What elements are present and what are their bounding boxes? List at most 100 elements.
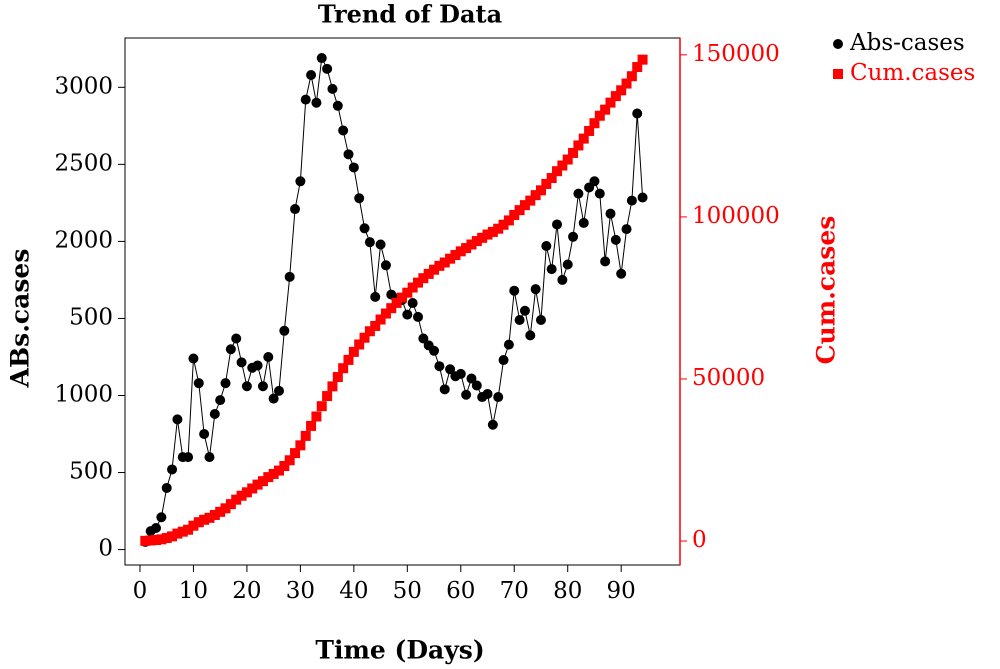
y-tick-label: 3000 [54,73,113,99]
dot-point [493,392,504,403]
dot-point [161,482,172,493]
square-point [161,533,172,544]
square-point [434,260,445,271]
square-point [594,110,605,121]
chart-title: Trend of Data [318,0,502,29]
square-point [637,54,648,65]
dot-point [343,149,354,160]
dot-point [209,408,220,419]
dot-point [284,271,295,282]
square-point [471,236,482,247]
square-point [375,314,386,325]
legend-label: Cum.cases [850,60,975,86]
square-point [418,273,429,284]
square-point [626,71,637,82]
dot-point [188,353,199,364]
y-axis-label: ABs.cases [6,249,35,389]
square-point [370,320,381,331]
dot-point [445,364,456,375]
dot-point [236,357,247,368]
dot-point [616,268,627,279]
square-point [359,332,370,343]
dot-point [268,393,279,404]
square-point [295,440,306,451]
dot-point [626,195,637,206]
square-point [519,200,530,211]
dot-point [413,311,424,322]
square-point [552,166,563,177]
square-point [578,133,589,144]
dot-point [204,452,215,463]
square-point [338,363,349,374]
square-point [145,535,156,546]
square-point [605,97,616,108]
dot-point [156,512,167,523]
y-tick-label: 1000 [54,381,113,407]
x-tick-label: 50 [393,578,422,604]
legend-marker [833,39,843,49]
square-point [487,226,498,237]
dot-point [215,395,226,406]
square-point [364,326,375,337]
square-point [610,91,621,102]
dot-point [370,291,381,302]
dot-point [172,414,183,425]
square-point [450,250,461,261]
square-point [316,401,327,412]
dot-point [199,429,210,440]
dot-point [514,314,525,325]
dot-point [562,259,573,270]
dot-point [503,339,514,350]
y-tick-label: 2000 [54,227,113,253]
square-point [343,354,354,365]
square-point [273,465,284,476]
square-point [546,173,557,184]
dot-point [279,325,290,336]
square-point [498,219,509,230]
dot-point [263,351,274,362]
square-point [306,420,317,431]
dot-point [637,192,648,203]
square-point [621,78,632,89]
square-point [241,487,252,498]
x-tick-label: 40 [339,578,368,604]
square-point [279,461,290,472]
dot-point [461,389,472,400]
dot-point [332,100,343,111]
square-point [632,62,643,73]
dot-point [605,208,616,219]
dot-point [231,333,242,344]
square-point [445,253,456,264]
dot-point [359,223,370,234]
dot-point [225,344,236,355]
dot-point [167,464,178,475]
square-point [493,223,504,234]
dot-point [402,309,413,320]
square-point [348,346,359,357]
dot-point [322,63,333,74]
square-point [530,190,541,201]
square-point [455,246,466,257]
x-tick-label: 60 [446,578,475,604]
square-point [177,526,188,537]
dot-point [316,53,327,64]
square-point [509,209,520,220]
square-point [562,154,573,165]
square-point [525,195,536,206]
square-point [236,490,247,501]
square-point [573,140,584,151]
dot-point [589,176,600,187]
dot-point [193,378,204,389]
dot-point [578,217,589,228]
dot-point [338,125,349,136]
dot-point [151,523,162,534]
square-point [541,178,552,189]
square-point [252,479,263,490]
square-point [188,520,199,531]
square-point [225,499,236,510]
dot-point [295,176,306,187]
square-point [140,535,151,546]
dot-point [610,234,621,245]
y-tick-label: 0 [98,536,113,562]
square-point [461,243,472,254]
